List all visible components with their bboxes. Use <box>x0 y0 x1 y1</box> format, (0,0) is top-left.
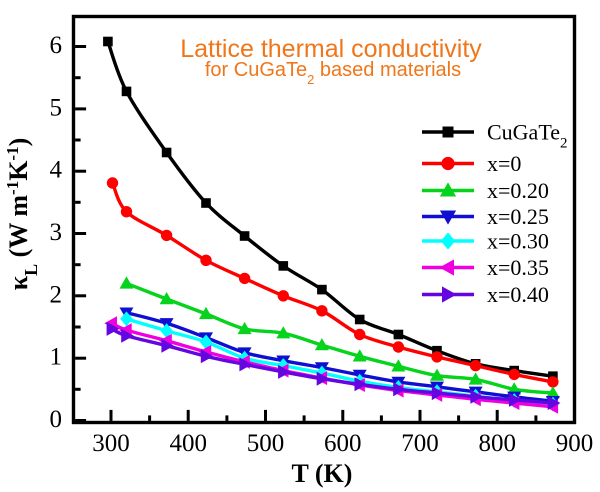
svg-text:x=0.35: x=0.35 <box>487 255 549 280</box>
svg-text:3: 3 <box>50 219 63 246</box>
svg-text:300: 300 <box>92 430 130 457</box>
svg-text:T (K): T (K) <box>292 459 353 488</box>
svg-text:500: 500 <box>247 430 285 457</box>
svg-text:x=0.20: x=0.20 <box>487 178 549 203</box>
svg-text:5: 5 <box>50 94 63 121</box>
svg-text:x=0.25: x=0.25 <box>487 204 549 229</box>
svg-text:1: 1 <box>50 344 63 371</box>
svg-text:600: 600 <box>324 430 362 457</box>
svg-text:x=0.30: x=0.30 <box>487 229 549 254</box>
svg-text:700: 700 <box>401 430 439 457</box>
svg-text:x=0.40: x=0.40 <box>487 282 549 307</box>
svg-text:0: 0 <box>50 406 63 433</box>
svg-text:4: 4 <box>50 157 63 184</box>
svg-text:900: 900 <box>556 430 594 457</box>
svg-text:400: 400 <box>169 430 207 457</box>
svg-text:x=0: x=0 <box>487 151 521 176</box>
svg-text:800: 800 <box>478 430 516 457</box>
svg-text:6: 6 <box>50 32 63 59</box>
svg-text:2: 2 <box>50 281 63 308</box>
svg-text:Lattice thermal conductivity: Lattice thermal conductivity <box>180 35 482 63</box>
